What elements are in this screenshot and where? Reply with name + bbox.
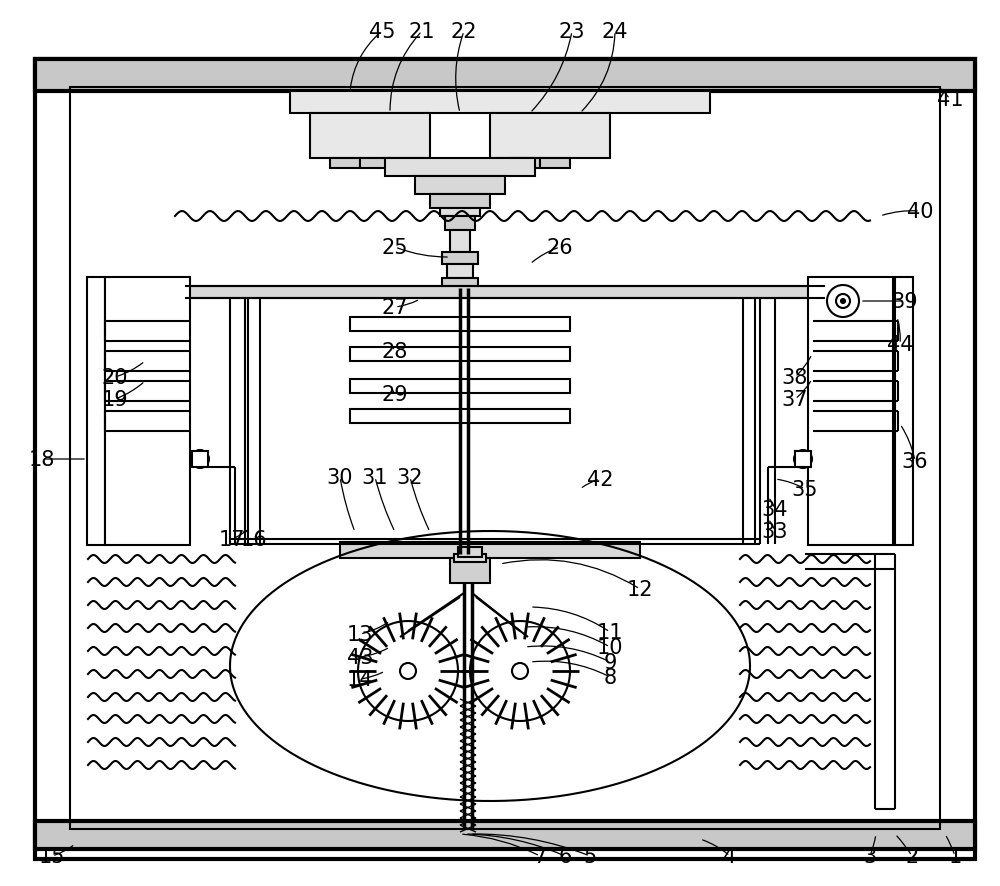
Text: 12: 12 <box>627 579 653 599</box>
Text: 39: 39 <box>892 291 918 312</box>
Text: 34: 34 <box>762 500 788 519</box>
Text: 20: 20 <box>102 368 128 387</box>
Bar <box>510 159 540 169</box>
Text: 5: 5 <box>583 846 597 866</box>
Bar <box>808 277 893 546</box>
Text: 13: 13 <box>347 625 373 644</box>
Text: 2: 2 <box>905 846 919 866</box>
Text: 45: 45 <box>369 22 395 42</box>
Bar <box>350 347 570 361</box>
Text: 11: 11 <box>597 622 623 642</box>
Text: 6: 6 <box>558 846 572 866</box>
Bar <box>445 217 475 230</box>
Text: 10: 10 <box>597 637 623 657</box>
Text: 17: 17 <box>219 530 245 549</box>
Bar <box>385 159 535 177</box>
Bar <box>35 60 975 92</box>
Bar <box>450 230 470 253</box>
Text: 35: 35 <box>792 479 818 500</box>
Bar <box>540 159 570 169</box>
Bar <box>185 287 825 299</box>
Text: 33: 33 <box>762 522 788 541</box>
Text: 30: 30 <box>327 468 353 487</box>
Text: 36: 36 <box>902 452 928 471</box>
Bar <box>442 279 478 289</box>
Bar <box>310 114 430 159</box>
Bar <box>415 177 505 195</box>
Bar <box>430 195 490 209</box>
Text: 40: 40 <box>907 202 933 222</box>
Bar <box>290 92 710 114</box>
Text: 22: 22 <box>451 22 477 42</box>
Bar <box>490 114 610 159</box>
Text: 14: 14 <box>347 669 373 689</box>
Text: 23: 23 <box>559 22 585 42</box>
Bar <box>450 558 490 583</box>
Text: 8: 8 <box>603 667 617 688</box>
Text: 38: 38 <box>782 368 808 387</box>
Bar <box>440 209 480 217</box>
Text: 9: 9 <box>603 652 617 672</box>
Text: 16: 16 <box>241 530 267 549</box>
Text: 15: 15 <box>39 846 65 866</box>
Bar <box>454 555 486 563</box>
Bar <box>330 159 360 169</box>
Text: 29: 29 <box>382 385 408 405</box>
Bar <box>350 379 570 393</box>
Text: 24: 24 <box>602 22 628 42</box>
Bar <box>340 542 640 558</box>
Text: 7: 7 <box>533 846 547 866</box>
Text: 31: 31 <box>362 468 388 487</box>
Text: 1: 1 <box>948 846 962 866</box>
Bar <box>795 452 811 468</box>
Bar <box>105 277 190 546</box>
Bar <box>70 88 940 829</box>
Text: 19: 19 <box>102 390 128 409</box>
Bar <box>35 821 975 849</box>
Text: 25: 25 <box>382 237 408 258</box>
Text: 4: 4 <box>723 846 737 866</box>
Bar <box>360 159 390 169</box>
Bar <box>458 548 482 557</box>
Bar <box>350 409 570 424</box>
Bar <box>447 265 473 279</box>
Text: 27: 27 <box>382 298 408 318</box>
Text: 26: 26 <box>547 237 573 258</box>
Text: 37: 37 <box>782 390 808 409</box>
Text: 21: 21 <box>409 22 435 42</box>
Text: 44: 44 <box>887 335 913 354</box>
Text: 43: 43 <box>347 648 373 667</box>
Text: 41: 41 <box>937 89 963 110</box>
Bar <box>442 253 478 265</box>
Circle shape <box>841 299 845 304</box>
Bar <box>87 277 105 546</box>
Bar <box>895 277 913 546</box>
Text: 42: 42 <box>587 470 613 489</box>
Text: 3: 3 <box>863 846 877 866</box>
Bar <box>350 318 570 331</box>
Bar <box>192 452 208 468</box>
Text: 32: 32 <box>397 468 423 487</box>
Text: 18: 18 <box>29 449 55 470</box>
Text: 28: 28 <box>382 342 408 361</box>
